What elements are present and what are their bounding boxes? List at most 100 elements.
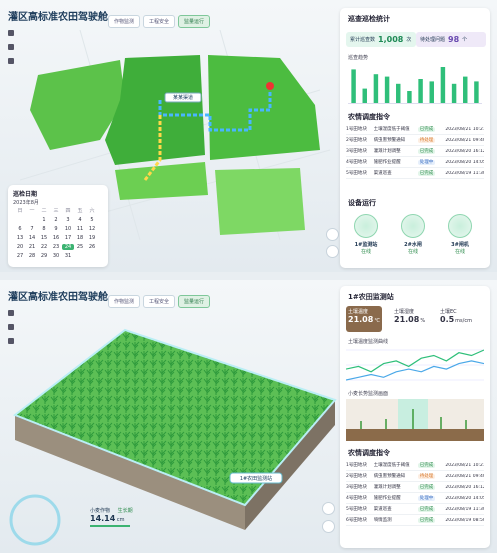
day[interactable]: 14 [28, 235, 36, 241]
tab[interactable]: 监量运行 [178, 15, 211, 28]
day[interactable]: 4 [78, 217, 82, 223]
cell: 3号田地块 [346, 149, 367, 154]
day[interactable]: 27 [16, 253, 24, 259]
day[interactable]: 15 [40, 235, 48, 241]
day[interactable]: 19 [88, 235, 96, 241]
metric-label: 土壤EC [440, 309, 457, 315]
cell: 2023/08/20 16:12 [445, 484, 484, 490]
day[interactable]: 5 [90, 217, 94, 223]
cell: 5号田地块 [346, 171, 367, 176]
toolbar [8, 30, 18, 72]
tab[interactable]: 作物监测 [108, 15, 141, 28]
status-tag: 已完成 [417, 518, 436, 523]
cell: 2号田地块 [346, 474, 367, 479]
cell: 4号田地块 [346, 496, 367, 501]
tab[interactable]: 监量运行 [178, 295, 211, 308]
cell: 施肥作业提醒 [373, 160, 401, 165]
device: 3#闸机 在线 [440, 214, 480, 255]
tab[interactable]: 工程安全 [143, 295, 176, 308]
weekday: 四 [65, 208, 71, 214]
device: 1#监测站 在线 [346, 214, 386, 255]
curve-chart [346, 349, 484, 381]
bar [451, 83, 457, 103]
day[interactable]: 17 [64, 235, 72, 241]
day[interactable]: 9 [54, 226, 58, 232]
bar [440, 67, 446, 103]
day[interactable]: 21 [28, 244, 36, 250]
status-tag: 待处理 [417, 474, 436, 479]
day[interactable]: 28 [28, 253, 36, 259]
cell: 已完成 [417, 170, 446, 176]
dispatch-title: 农情调度指令 [348, 449, 390, 457]
count-label: 累计巡查数 [350, 37, 376, 43]
cell: 1号田地块 [346, 127, 367, 132]
day[interactable]: 20 [16, 244, 24, 250]
device-state: 在线 [454, 249, 465, 255]
trend-title: 巡查趋势 [348, 55, 369, 61]
metric-unit: ℃ [374, 318, 380, 324]
tab[interactable]: 工程安全 [143, 15, 176, 28]
zoom-in[interactable] [322, 502, 335, 515]
title: 灌区高标准农田驾驶舱 [8, 292, 108, 303]
metric: 土壤温度 21.08℃ [348, 308, 380, 324]
day[interactable]: 18 [76, 235, 84, 241]
bar [373, 74, 379, 103]
zoom-in[interactable] [326, 228, 339, 241]
cell: 2023/08/19 11:30 [445, 506, 484, 512]
trend-chart [348, 67, 482, 104]
day[interactable]: 8 [42, 226, 46, 232]
device-icon [401, 214, 425, 238]
day[interactable]: 7 [30, 226, 34, 232]
day-empty [26, 217, 38, 223]
toolbar [8, 310, 18, 352]
issue-box: 待处理问题 98 个 [416, 32, 486, 47]
bar [351, 69, 356, 103]
day[interactable]: 12 [88, 226, 96, 232]
table-row: 5号田地块 渠道巡查 已完成 2023/08/19 11:30 [346, 168, 484, 179]
day[interactable]: 1 [42, 217, 46, 223]
weekday: 一 [29, 208, 35, 214]
day[interactable]: 30 [52, 253, 60, 259]
calendar-month: 2023年8月 [13, 200, 39, 206]
day[interactable]: 16 [52, 235, 60, 241]
table-row: 4号田地块 施肥作业提醒 处理中 2023/08/20 14:05 [346, 157, 484, 168]
top-screen: 灌区高标准农田驾驶舱 作物监测 工程安全 监量运行 某某渠道 巡检日期 2023年8… [0, 0, 497, 272]
dispatch-table: 1号田地块 土壤湿度低于阈值 已完成 2023/08/21 10:21 2号田地块 病虫害… [346, 460, 484, 526]
day-empty [14, 217, 26, 223]
weekday: 六 [89, 208, 95, 214]
day[interactable]: 10 [64, 226, 72, 232]
day[interactable]: 22 [40, 244, 48, 250]
metric-label: 土壤温度 [348, 309, 369, 315]
table-row: 3号田地块 灌溉计划调整 已完成 2023/08/20 16:12 [346, 146, 484, 157]
right-panel: 巡查巡检统计 累计巡查数 1,008 次 待处理问题 98 个 巡查趋势 农情调… [340, 8, 490, 268]
calendar-panel: 巡检日期 2023年8月 日一二三四五六 1 2 3 4 5 6 7 8 9 10 11 12 13 14 1… [8, 185, 108, 267]
bar [362, 88, 367, 103]
table-row: 6号田地块 墒情监测 已完成 2023/08/19 08:50 [346, 515, 484, 526]
day[interactable]: 3 [66, 217, 70, 223]
device-icon [354, 214, 378, 238]
issue-label: 待处理问题 [420, 37, 446, 43]
day[interactable]: 29 [40, 253, 48, 259]
day[interactable]: 11 [76, 226, 84, 232]
day[interactable]: 6 [18, 226, 22, 232]
day[interactable]: 31 [64, 253, 72, 259]
tab[interactable]: 作物监测 [108, 295, 141, 308]
day[interactable]: 25 [76, 244, 84, 250]
device-name: 2#水闸 [404, 242, 422, 248]
growth-title: 小麦长势监测画面 [348, 391, 389, 397]
day[interactable]: 2 [54, 217, 58, 223]
day[interactable]: 24 [62, 244, 74, 250]
zoom-out[interactable] [322, 520, 335, 533]
count-box: 累计巡查数 1,008 次 [346, 32, 416, 47]
tabs: 作物监测 工程安全 监量运行 [108, 288, 213, 308]
day[interactable]: 23 [52, 244, 60, 250]
cell: 灌溉计划调整 [373, 149, 401, 154]
cell: 已完成 [417, 517, 446, 523]
cell: 2号田地块 [346, 138, 367, 143]
day[interactable]: 26 [88, 244, 96, 250]
day[interactable]: 13 [16, 235, 24, 241]
cell: 1号田地块 [346, 463, 367, 468]
zoom-out[interactable] [326, 245, 339, 258]
cell: 病虫害预警通知 [373, 474, 406, 479]
